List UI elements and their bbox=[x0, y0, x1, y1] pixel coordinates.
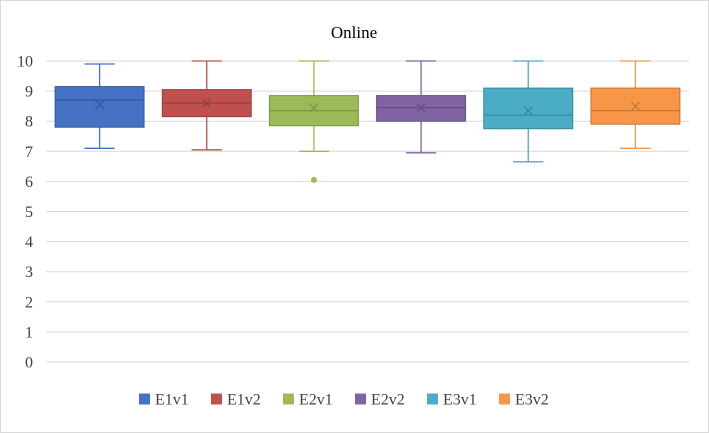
legend-item: E1v1 bbox=[139, 392, 189, 409]
legend-label: E2v2 bbox=[371, 392, 405, 409]
mean-marker bbox=[309, 103, 319, 113]
legend-item: E2v1 bbox=[283, 392, 333, 409]
legend-label: E2v1 bbox=[299, 392, 333, 409]
gridlines bbox=[46, 60, 689, 363]
iqr-box bbox=[483, 87, 574, 130]
y-tick-label: 4 bbox=[25, 234, 33, 251]
mean-marker bbox=[416, 103, 426, 113]
legend-swatch bbox=[211, 393, 222, 405]
legend-label: E1v2 bbox=[227, 392, 261, 409]
iqr-box bbox=[54, 86, 145, 128]
box-e1v2 bbox=[161, 60, 252, 151]
box-e1v1 bbox=[54, 63, 145, 149]
y-tick-label: 0 bbox=[25, 355, 33, 372]
legend-label: E3v2 bbox=[515, 392, 549, 409]
box-e2v2 bbox=[376, 60, 467, 154]
legend-swatch bbox=[283, 393, 294, 405]
legend-swatch bbox=[355, 393, 366, 405]
y-tick-label: 2 bbox=[25, 294, 33, 311]
y-tick-label: 6 bbox=[25, 174, 33, 191]
y-axis-ticks: 0 1 2 3 4 5 6 7 8 9 10 bbox=[17, 54, 33, 372]
legend-item: E3v1 bbox=[427, 392, 477, 409]
y-tick-label: 7 bbox=[25, 144, 33, 161]
y-tick-label: 3 bbox=[25, 264, 33, 281]
y-tick-label: 8 bbox=[25, 114, 33, 131]
legend-label: E1v1 bbox=[155, 392, 189, 409]
legend-swatch bbox=[139, 393, 150, 405]
y-tick-label: 9 bbox=[25, 84, 33, 101]
legend-swatch bbox=[499, 393, 510, 405]
legend-item: E2v2 bbox=[355, 392, 405, 409]
legend-swatch bbox=[427, 393, 438, 405]
legend: E1v1 E1v2 E2v1 E2v2 E3v1 E3v2 bbox=[139, 392, 549, 409]
box-series bbox=[54, 60, 681, 183]
legend-item: E1v2 bbox=[211, 392, 261, 409]
mean-marker bbox=[202, 98, 212, 108]
y-tick-label: 10 bbox=[17, 54, 33, 71]
legend-label: E3v1 bbox=[443, 392, 477, 409]
mean-marker bbox=[630, 101, 640, 111]
legend-item: E3v2 bbox=[499, 392, 549, 409]
mean-marker bbox=[523, 106, 533, 116]
box-e3v2 bbox=[590, 60, 681, 149]
box-e3v1 bbox=[483, 60, 574, 163]
mean-marker bbox=[95, 100, 105, 110]
y-tick-label: 5 bbox=[25, 204, 33, 221]
outlier-point bbox=[310, 176, 317, 183]
box-e2v1 bbox=[268, 60, 359, 183]
y-tick-label: 1 bbox=[25, 324, 33, 341]
chart-title: Online bbox=[331, 23, 377, 42]
